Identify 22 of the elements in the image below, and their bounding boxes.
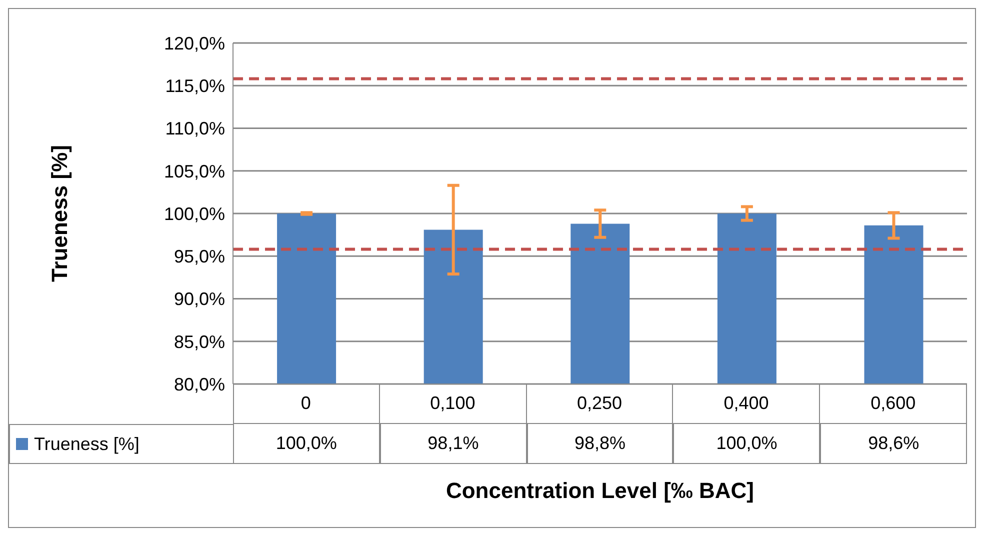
x-tick-label: 0,400 bbox=[673, 384, 820, 424]
y-tick-label: 115,0% bbox=[165, 76, 225, 96]
y-tick-label: 120,0% bbox=[164, 33, 225, 54]
y-tick-label: 80,0% bbox=[174, 374, 225, 394]
data-label: 100,0% bbox=[233, 424, 380, 464]
y-tick-label: 100,0% bbox=[164, 204, 225, 224]
data-label: 98,1% bbox=[380, 424, 527, 464]
y-axis-title: Trueness [%] bbox=[46, 145, 72, 282]
data-label: 98,6% bbox=[820, 424, 967, 464]
y-tick-label: 85,0% bbox=[174, 332, 225, 352]
y-tick-label: 95,0% bbox=[174, 246, 225, 267]
x-tick-label: 0,600 bbox=[820, 384, 967, 424]
x-tick-label: 0 bbox=[233, 384, 380, 424]
x-axis-title: Concentration Level [‰ BAC] bbox=[444, 478, 756, 504]
x-tick-label: 0,250 bbox=[526, 384, 674, 424]
y-tick-label: 105,0% bbox=[164, 161, 225, 182]
y-tick-label: 90,0% bbox=[174, 289, 225, 310]
legend-label: Trueness [%] bbox=[34, 434, 140, 454]
y-tick-label: 110,0% bbox=[165, 118, 225, 139]
data-label: 100,0% bbox=[673, 424, 820, 464]
data-label: 98,8% bbox=[526, 424, 674, 464]
x-tick-label: 0,100 bbox=[380, 384, 527, 424]
